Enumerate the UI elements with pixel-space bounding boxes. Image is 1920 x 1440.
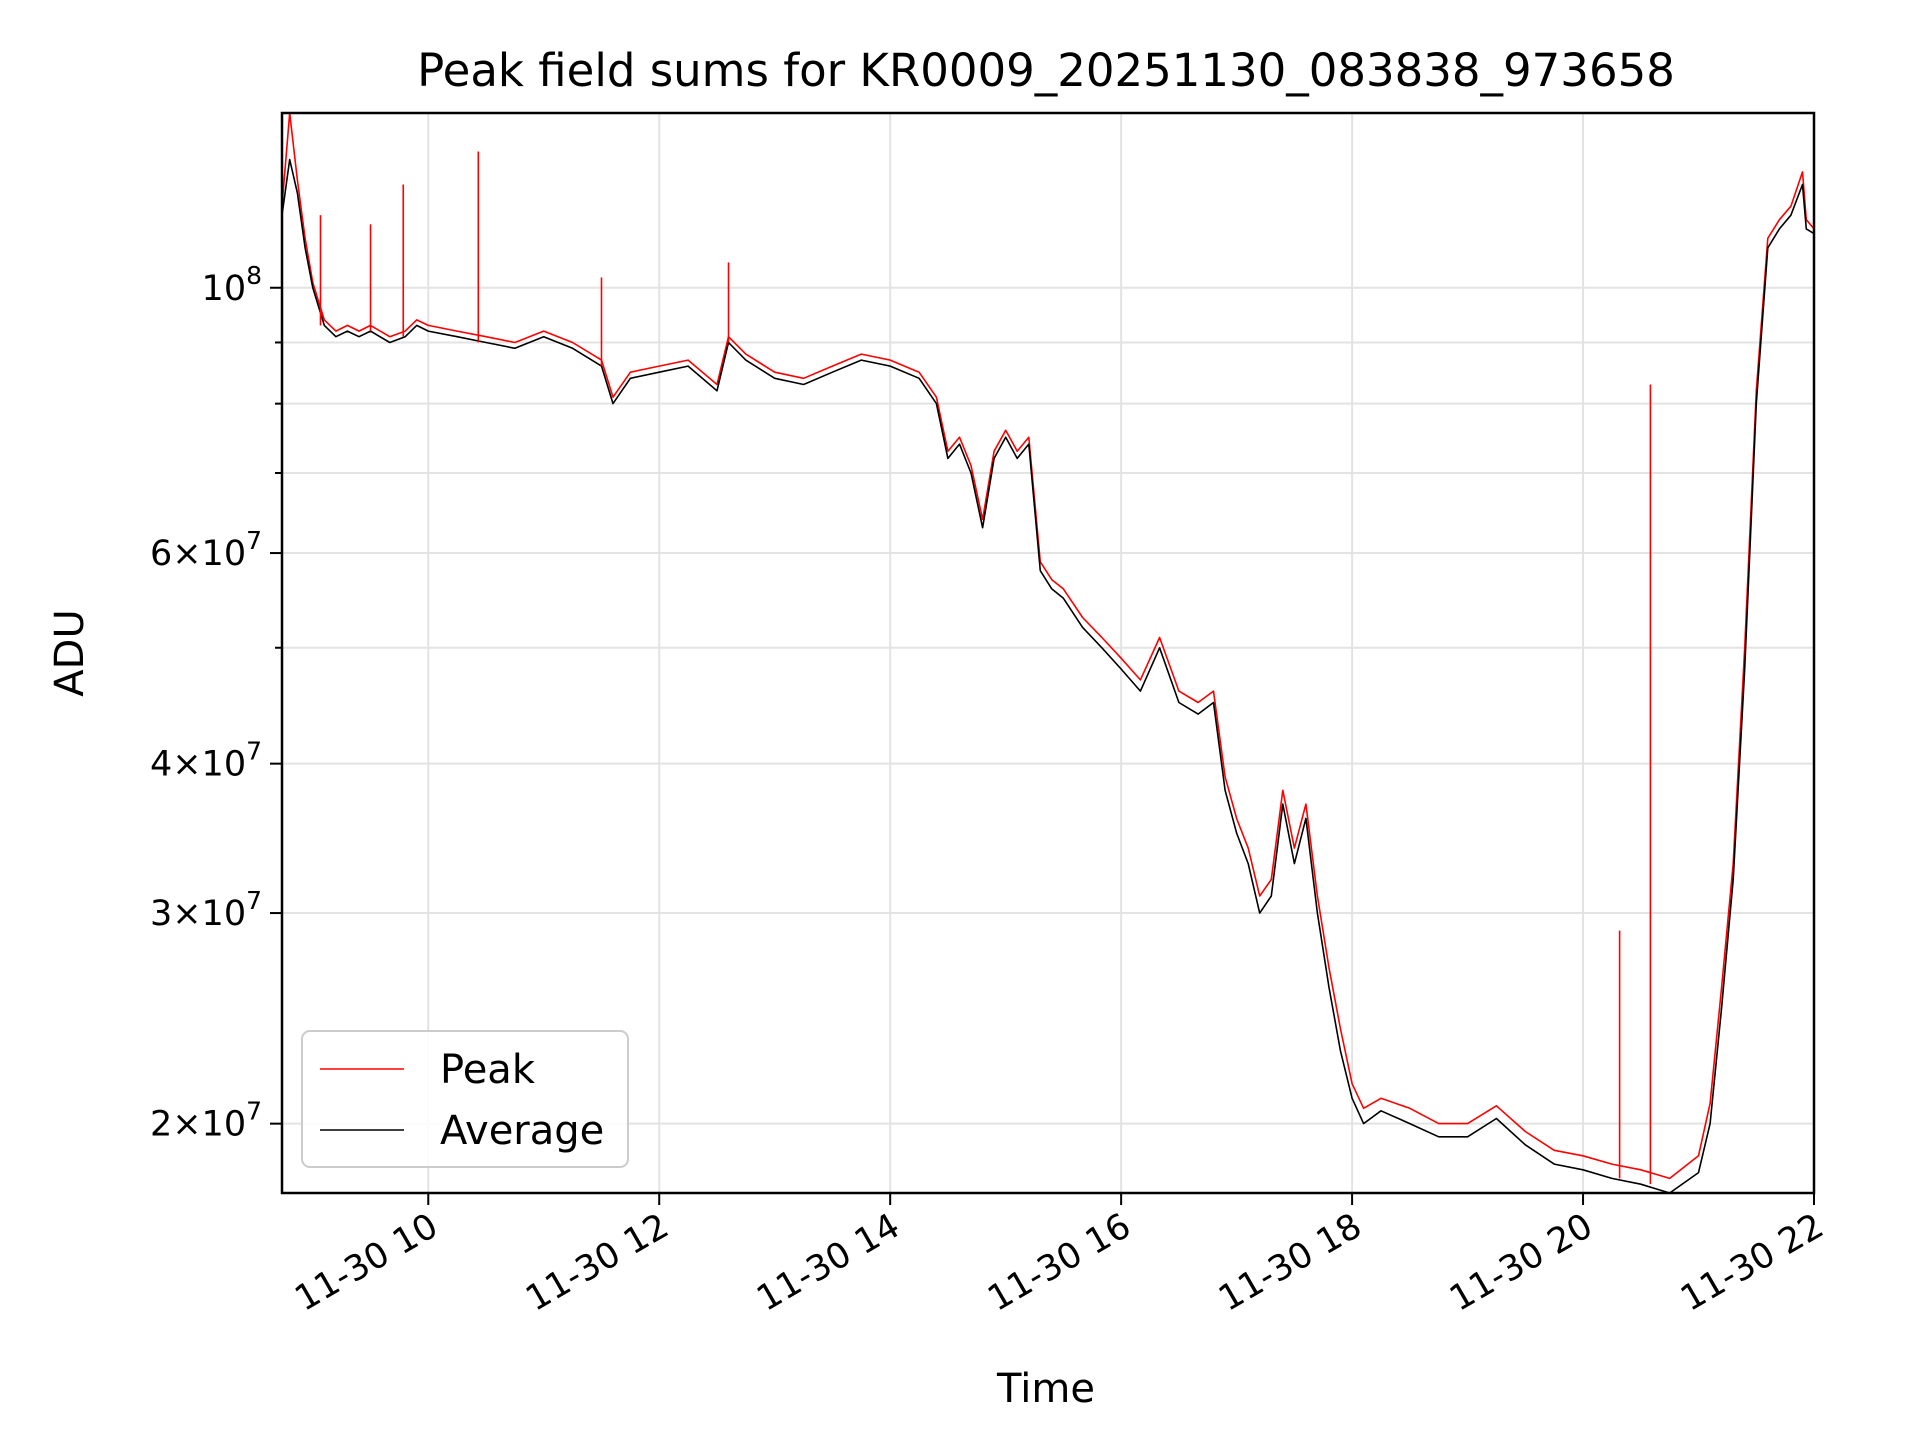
legend: Peak Average — [301, 1030, 629, 1168]
chart-title: Peak field sums for KR0009_20251130_0838… — [417, 44, 1675, 97]
x-axis-label: Time — [996, 1366, 1095, 1412]
legend-box — [301, 1030, 629, 1168]
y-axis-label: ADU — [47, 609, 93, 696]
y-tick-label: 4×107 — [150, 737, 262, 785]
series-line-average — [281, 158, 1815, 1194]
plot-frame — [280, 111, 1816, 1195]
y-tick-label: 3×107 — [150, 886, 262, 934]
y-tick-label: 6×107 — [150, 526, 262, 574]
grid — [282, 113, 1815, 1193]
series-line-peak — [281, 112, 1815, 1180]
plot-lines — [281, 112, 1815, 1194]
legend-label-average: Average — [440, 1108, 604, 1154]
legend-label-peak: Peak — [440, 1047, 536, 1093]
y-tick-label: 2×107 — [150, 1097, 262, 1145]
